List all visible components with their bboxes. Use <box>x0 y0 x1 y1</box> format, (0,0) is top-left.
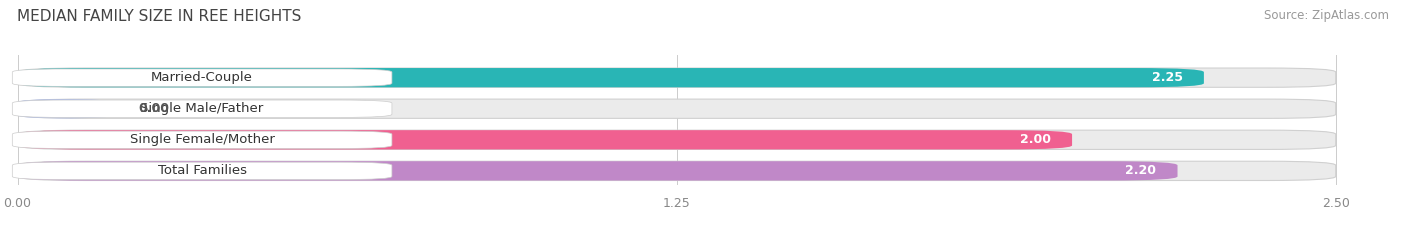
Text: 2.20: 2.20 <box>1125 164 1157 177</box>
Text: 2.00: 2.00 <box>1019 133 1052 146</box>
FancyBboxPatch shape <box>17 130 1073 149</box>
Text: 0.00: 0.00 <box>139 102 170 115</box>
Text: Source: ZipAtlas.com: Source: ZipAtlas.com <box>1264 9 1389 22</box>
FancyBboxPatch shape <box>13 131 392 148</box>
Text: MEDIAN FAMILY SIZE IN REE HEIGHTS: MEDIAN FAMILY SIZE IN REE HEIGHTS <box>17 9 301 24</box>
Text: 2.25: 2.25 <box>1152 71 1182 84</box>
FancyBboxPatch shape <box>17 68 1204 87</box>
FancyBboxPatch shape <box>13 100 392 117</box>
FancyBboxPatch shape <box>17 99 112 118</box>
Text: Married-Couple: Married-Couple <box>152 71 253 84</box>
FancyBboxPatch shape <box>17 68 1336 87</box>
Text: Single Male/Father: Single Male/Father <box>141 102 264 115</box>
FancyBboxPatch shape <box>13 162 392 180</box>
FancyBboxPatch shape <box>17 161 1336 181</box>
Text: Total Families: Total Families <box>157 164 246 177</box>
FancyBboxPatch shape <box>17 130 1336 149</box>
FancyBboxPatch shape <box>13 69 392 86</box>
FancyBboxPatch shape <box>17 99 1336 118</box>
FancyBboxPatch shape <box>17 161 1178 181</box>
Text: Single Female/Mother: Single Female/Mother <box>129 133 274 146</box>
